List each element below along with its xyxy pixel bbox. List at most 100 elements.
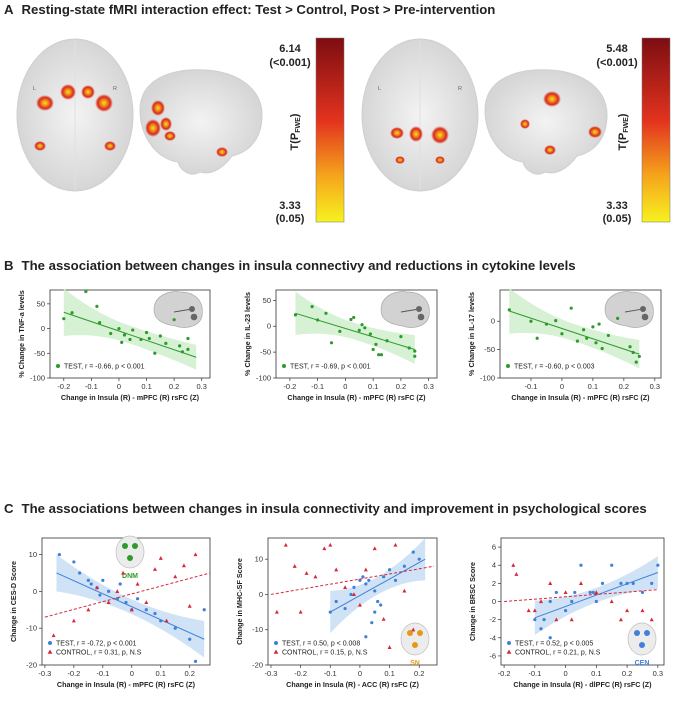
legend-marker (507, 641, 511, 645)
data-point-test (650, 581, 654, 585)
data-point-test (600, 346, 604, 351)
brain-network-icon (400, 622, 430, 656)
data-point-test (164, 341, 168, 345)
data-point-test (393, 578, 398, 582)
confidence-band (295, 291, 415, 365)
legend-marker (506, 364, 510, 368)
data-point-test (544, 322, 549, 326)
data-point-control (372, 546, 377, 551)
network-label: SN (410, 660, 420, 667)
data-point-test (178, 344, 182, 348)
data-point-control (95, 585, 100, 590)
data-point-test (84, 289, 88, 294)
data-point-test (310, 304, 314, 309)
data-point-test (594, 599, 598, 604)
x-tick-label: 0.3 (197, 382, 207, 391)
colorbar-max-value: 6.14 (279, 43, 301, 55)
regression-line-test (63, 311, 197, 358)
data-point-control (152, 567, 157, 571)
data-point-test (352, 585, 356, 589)
y-tick-label: -6 (489, 651, 496, 660)
data-point-control (328, 542, 333, 547)
x-tick-label: 0.1 (591, 669, 601, 678)
node (417, 630, 423, 636)
orientation-left: L (33, 86, 36, 92)
legend-marker (273, 649, 279, 654)
data-point-test (402, 564, 406, 568)
x-tick-label: -0.3 (264, 669, 277, 678)
data-point-test (554, 319, 558, 323)
y-tick-label: -20 (252, 661, 263, 670)
x-tick-label: 0.1 (384, 669, 394, 678)
data-point-test (180, 350, 185, 354)
node (189, 306, 195, 312)
data-point-test (334, 599, 338, 604)
data-point-control (144, 600, 149, 605)
data-point-control (538, 599, 543, 604)
data-point-control (563, 590, 568, 595)
x-tick-label: 0.2 (169, 382, 179, 391)
data-point-test (153, 351, 157, 355)
y-tick-label: -50 (484, 345, 495, 354)
data-point-test (72, 560, 76, 564)
data-point-test (360, 323, 364, 327)
data-point-test (554, 590, 558, 595)
regression-line-test (56, 572, 205, 640)
data-point-test (131, 328, 135, 332)
data-point-test (628, 345, 632, 349)
x-tick-label: -0.1 (324, 669, 337, 678)
regression-line-control (44, 572, 211, 618)
data-point-test (597, 322, 601, 326)
data-point-test (147, 336, 151, 341)
data-point-control (393, 542, 398, 547)
panel-a-title: A Resting-state fMRI interaction effect: … (4, 2, 496, 17)
colorbar-min-value: 3.33 (606, 200, 627, 212)
y-tick-label: 10 (29, 550, 37, 559)
data-point-control (115, 589, 120, 593)
data-point-test (399, 334, 403, 339)
y-tick-label: 50 (263, 296, 271, 305)
y-tick-label: 0 (491, 317, 495, 326)
legend-marker (282, 364, 286, 368)
data-point-control (343, 585, 348, 589)
x-tick-label: 0.2 (619, 382, 629, 391)
data-point-control (594, 590, 599, 595)
data-point-control (548, 581, 553, 585)
chart-c1: -0.3 -0.2 -0.1 0 0.1 0.2 -20 -10 0 10 Change in In… (9, 535, 211, 689)
data-point-test (619, 581, 623, 585)
x-tick-label: -0.1 (85, 382, 98, 391)
data-point-test (563, 608, 568, 613)
data-point-test (316, 318, 320, 322)
data-point-control (578, 581, 583, 585)
data-point-control (283, 542, 288, 547)
data-point-test (585, 336, 589, 340)
brain-network-icon (115, 535, 145, 569)
data-point-control (649, 617, 654, 622)
colorbar-max-value: 5.48 (606, 43, 627, 55)
x-tick-label: 0.2 (185, 669, 195, 678)
data-point-control (187, 603, 192, 608)
data-point-test (101, 578, 105, 582)
y-tick-label: 0 (259, 590, 263, 599)
data-point-test (153, 611, 157, 616)
node (122, 543, 128, 549)
data-point-test (376, 599, 380, 604)
x-axis-label: Change in Insula (R) - ACC (R) rsFC (Z) (286, 680, 419, 689)
data-point-test (363, 326, 367, 330)
data-point-test (377, 353, 381, 357)
data-point-control (569, 617, 574, 622)
data-point-test (118, 582, 122, 586)
y-tick-label: -100 (480, 374, 495, 383)
data-point-control (193, 552, 198, 557)
data-point-test (533, 618, 537, 622)
confidence-band (509, 288, 640, 369)
x-axis-label: Change in Insula (R) - mPFC (R) rsFC (Z) (61, 393, 200, 402)
data-point-test (387, 568, 392, 572)
legend-label: TEST, r = -0.72, p < 0.001 (56, 641, 137, 648)
orientation-right: R (113, 86, 117, 92)
data-point-test (364, 582, 368, 586)
data-point-test (158, 334, 162, 338)
data-point-test (588, 590, 592, 595)
brain-icon (153, 291, 203, 328)
